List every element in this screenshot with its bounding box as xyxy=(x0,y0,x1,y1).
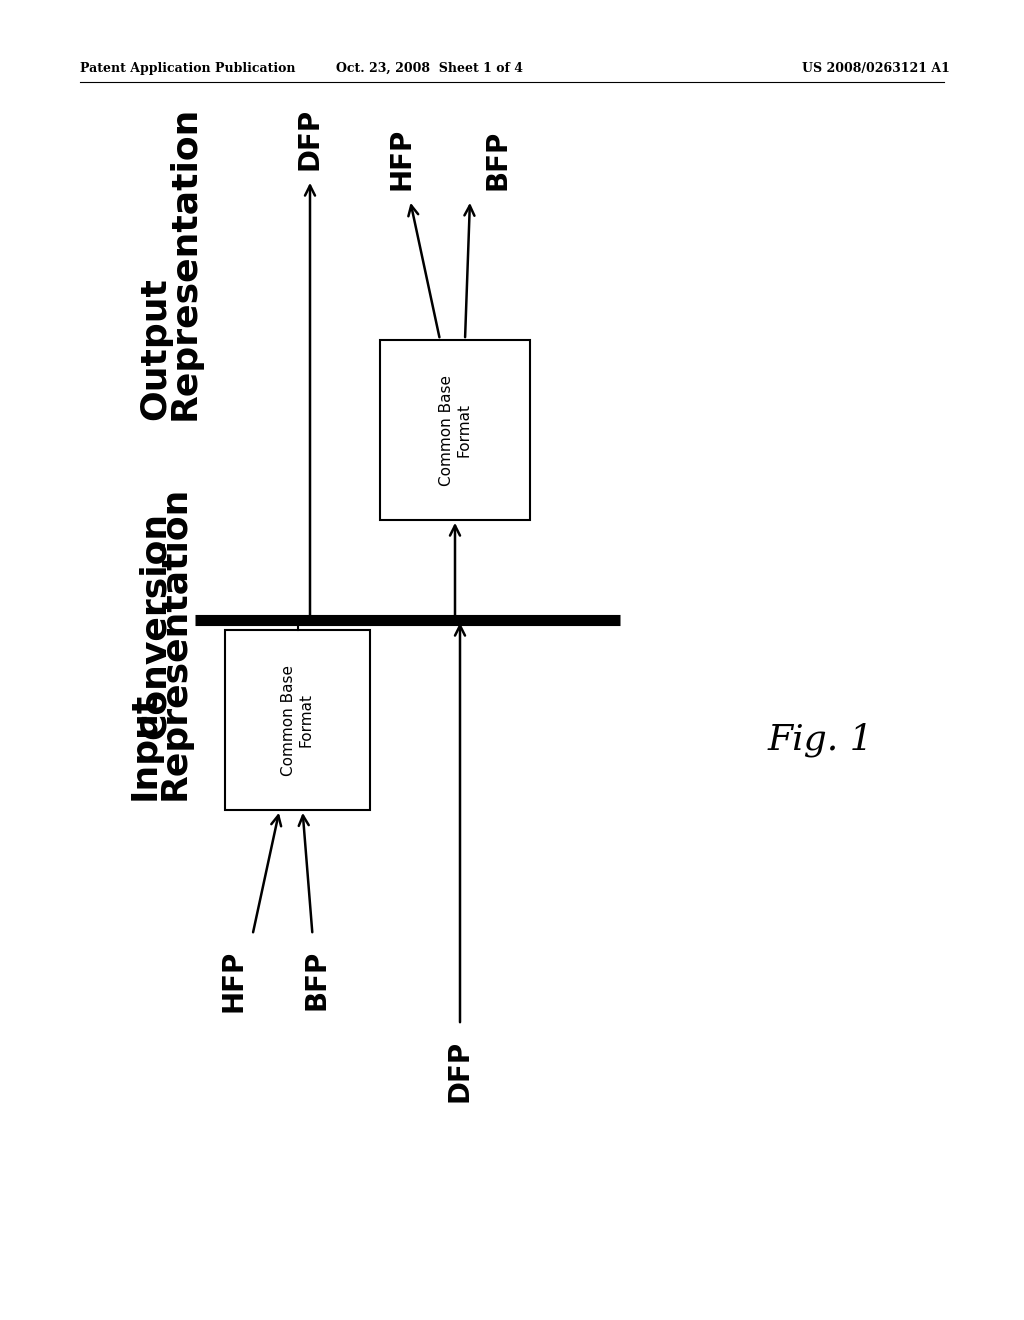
Text: Oct. 23, 2008  Sheet 1 of 4: Oct. 23, 2008 Sheet 1 of 4 xyxy=(337,62,523,75)
Text: Common Base
Format: Common Base Format xyxy=(282,664,313,776)
Text: Representation: Representation xyxy=(168,106,202,420)
Text: US 2008/0263121 A1: US 2008/0263121 A1 xyxy=(802,62,950,75)
Bar xyxy=(225,630,370,810)
Text: Common Base
Format: Common Base Format xyxy=(439,375,471,486)
Text: Input: Input xyxy=(128,692,162,800)
Text: HFP: HFP xyxy=(219,950,248,1012)
Text: Representation: Representation xyxy=(158,486,193,800)
Text: Output: Output xyxy=(138,277,172,420)
Text: HFP: HFP xyxy=(388,128,416,190)
Text: DFP: DFP xyxy=(446,1040,474,1102)
Text: BFP: BFP xyxy=(302,950,331,1010)
Text: Fig. 1: Fig. 1 xyxy=(767,723,872,758)
Text: DFP: DFP xyxy=(296,108,324,170)
Text: Patent Application Publication: Patent Application Publication xyxy=(80,62,296,75)
Text: Conversion: Conversion xyxy=(138,511,172,739)
Text: BFP: BFP xyxy=(484,129,512,190)
Bar xyxy=(380,341,530,520)
